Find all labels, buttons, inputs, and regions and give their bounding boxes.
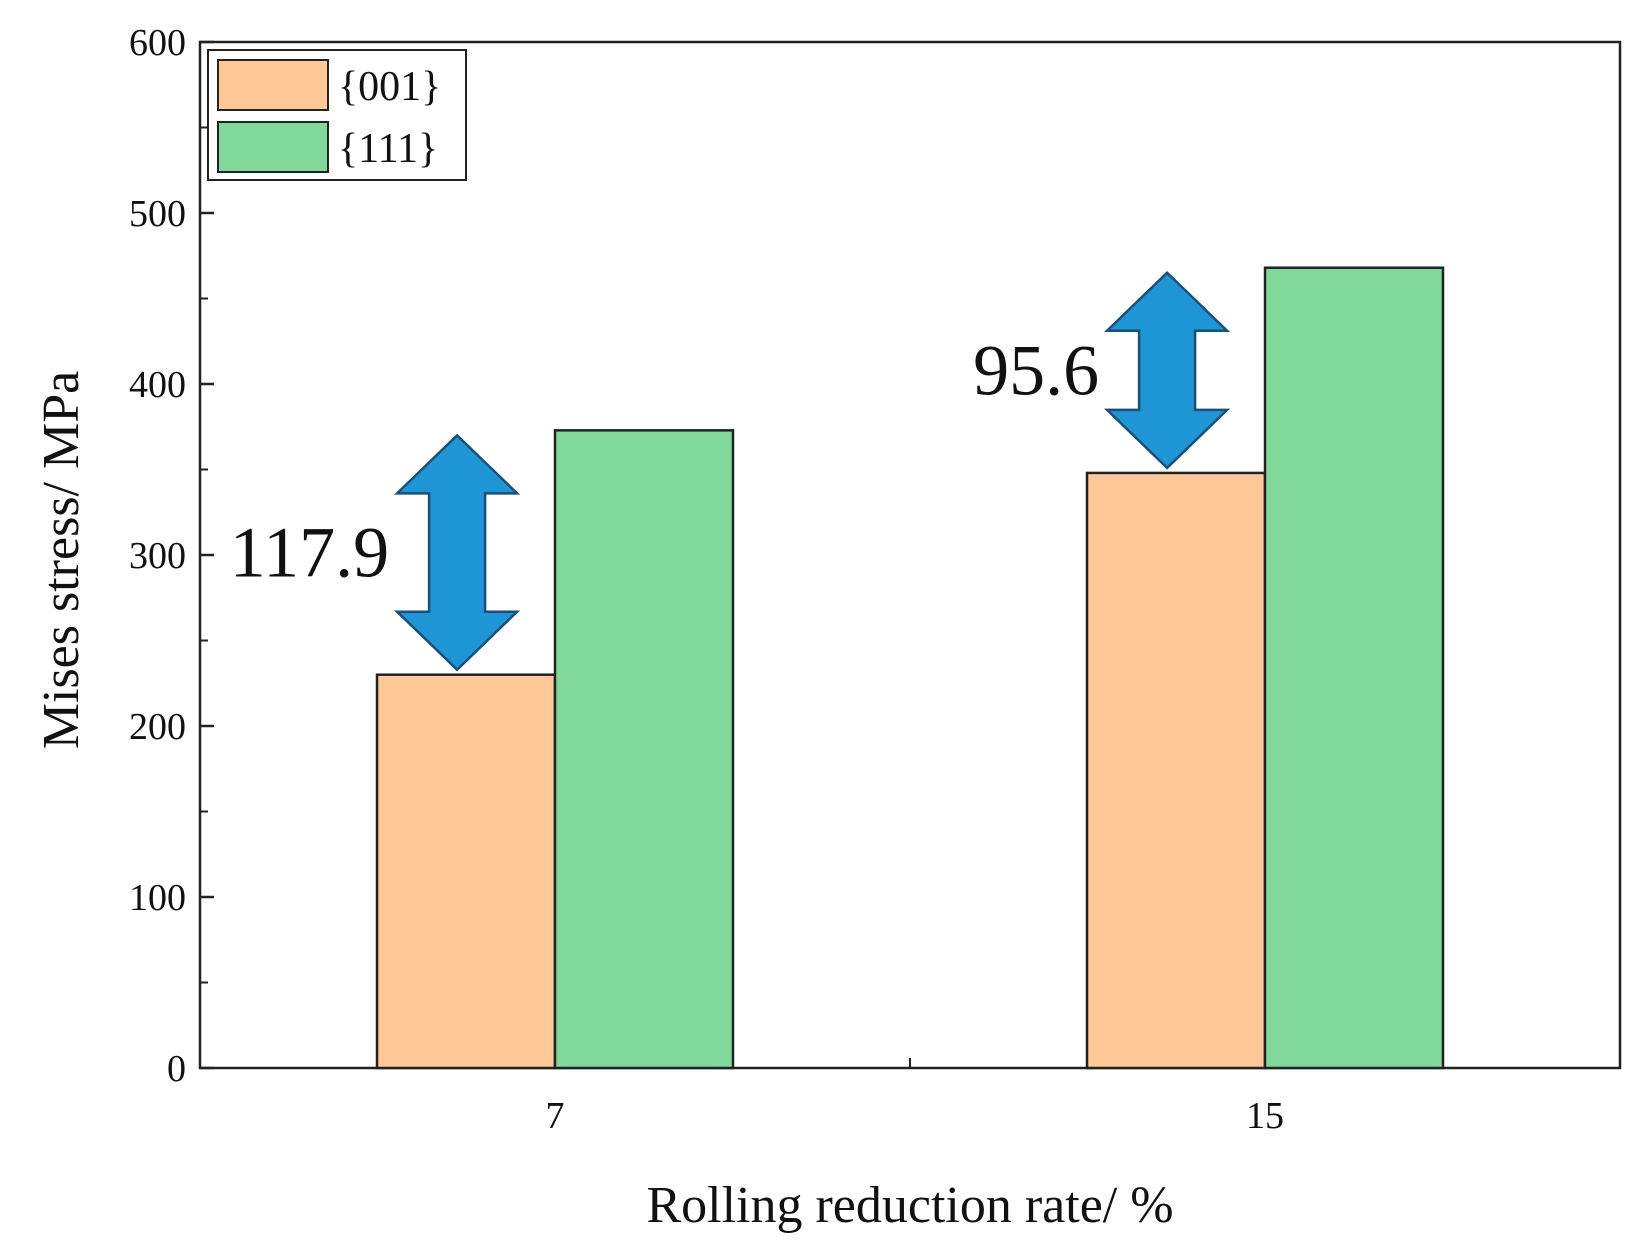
difference-arrow [394,433,521,672]
bar-15-111 [1263,266,1445,1070]
y-tick-label: 600 [129,22,186,64]
difference-label: 117.9 [230,513,389,593]
legend: {001} {111} [207,49,467,181]
x-tick-label: 15 [1246,1095,1284,1137]
legend-label-111: {111} [338,126,438,172]
legend-swatch-001 [217,59,329,111]
legend-label-001: {001} [338,64,441,110]
difference-arrows: 117.9 95.6 [230,270,1231,672]
y-tick-label: 400 [129,364,186,406]
y-tick-label: 200 [129,706,186,748]
bar-7-111 [553,429,735,1070]
y-tick-label: 0 [167,1048,186,1090]
bars [375,266,1445,1070]
y-tick-label: 300 [129,535,186,577]
difference-arrow [1104,270,1231,470]
bar-7-001 [375,673,557,1070]
legend-swatch-111 [217,121,329,173]
axes: 0 100 200 300 400 500 600 7 15 [129,22,1284,1137]
x-tick-label: 7 [546,1095,565,1137]
y-tick-label: 100 [129,877,186,919]
y-tick-label: 500 [129,193,186,235]
x-axis-title: Rolling reduction rate/ % [646,1177,1173,1234]
y-axis-title: Mises stress/ MPa [33,371,90,749]
difference-label: 95.6 [973,330,1099,410]
bar-15-001 [1085,471,1267,1070]
